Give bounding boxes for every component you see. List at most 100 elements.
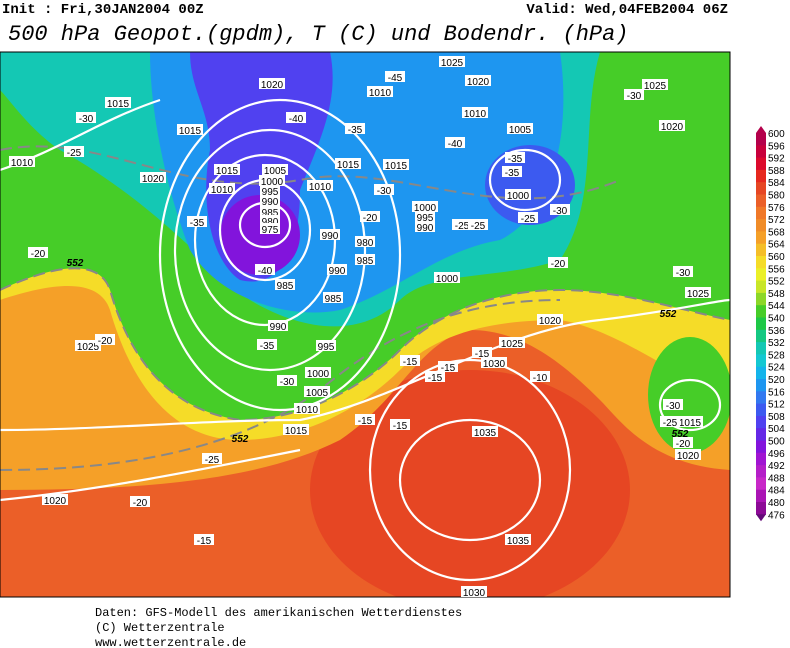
temperature-label: -20 (676, 439, 691, 450)
pressure-label: 1000 (507, 191, 530, 202)
temperature-label: -35 (348, 125, 363, 136)
temperature-label: -30 (627, 91, 642, 102)
temperature-label-box (255, 264, 275, 275)
temperature-label-box (194, 534, 214, 545)
pressure-label: 1015 (385, 161, 408, 172)
pressure-label-box (677, 416, 703, 427)
temperature-label: -35 (260, 341, 275, 352)
temperature-label-box (624, 89, 644, 100)
pressure-label-box (412, 201, 438, 212)
temperature-label-box (445, 137, 465, 148)
colorbar-swatch (756, 292, 766, 306)
colorbar-swatch (756, 133, 766, 146)
colorbar-label: 532 (768, 338, 785, 349)
colorbar-label: 572 (768, 215, 785, 226)
colorbar-label: 508 (768, 412, 785, 423)
pressure-label: 1005 (306, 388, 329, 399)
temperature-label: -30 (553, 206, 568, 217)
init-time: Init : Fri,30JAN2004 00Z (2, 2, 204, 18)
temperature-label: -20 (31, 249, 46, 260)
colorbar-label: 496 (768, 449, 785, 460)
colorbar-swatch (756, 342, 766, 355)
temperature-label-box (385, 71, 405, 82)
temperature-label-box (663, 399, 683, 410)
temperature-label-box (64, 146, 84, 157)
temperature-label-box (95, 334, 115, 345)
pressure-label-box (505, 189, 531, 200)
colorbar-swatch (756, 317, 766, 331)
colorbar-label: 536 (768, 326, 785, 337)
pressure-label: 990 (270, 322, 287, 333)
colorbar-swatch (756, 182, 766, 195)
colorbar-swatch (756, 428, 766, 441)
pressure-label: 1010 (211, 185, 234, 196)
pressure-label-box (355, 236, 375, 247)
pressure-label-box (323, 292, 343, 303)
colorbar-label: 504 (768, 424, 785, 435)
pressure-label: 1020 (539, 316, 562, 327)
temperature-label: -20 (133, 498, 148, 509)
colorbar-label: 520 (768, 375, 785, 386)
pressure-label: 1020 (467, 77, 490, 88)
pressure-label-box (327, 264, 347, 275)
pressure-label: 985 (357, 256, 374, 267)
temperature-label-box (472, 347, 492, 358)
pressure-label: 980 (262, 217, 279, 228)
colorbar-swatch (756, 465, 766, 478)
colorbar-swatch (756, 477, 766, 491)
temperature-label-box (187, 216, 207, 227)
pressure-label: 990 (329, 266, 346, 277)
colorbar-label: 512 (768, 400, 785, 411)
pressure-label: 975 (262, 225, 279, 236)
colorbar-swatch (756, 157, 766, 171)
temperature-label-box (400, 355, 420, 366)
colorbar-label: 564 (768, 240, 785, 251)
pressure-label-box (140, 172, 166, 183)
temperature-label-box (374, 184, 394, 195)
green-blob (648, 337, 730, 453)
temperature-label: -45 (388, 73, 403, 84)
temperature-label: -40 (289, 114, 304, 125)
colorbar-bottom-tip (756, 514, 766, 522)
temperature-label: -30 (280, 377, 295, 388)
pressure-label-box (260, 223, 280, 234)
colorbar-label: 524 (768, 363, 785, 374)
colorbar-swatch (756, 256, 766, 269)
temperature-label-box (277, 375, 297, 386)
temperature-label: -15 (197, 536, 212, 547)
colorbar-swatch (756, 305, 766, 318)
pressure-label: 1005 (509, 125, 532, 136)
colorbar-swatch (756, 194, 766, 208)
map (0, 51, 731, 598)
pressure-label-box (307, 180, 333, 191)
pressure-label: 990 (417, 223, 434, 234)
pressure-label-box (659, 120, 685, 131)
pressure-label-box (316, 340, 336, 351)
temperature-label: -25 (521, 214, 536, 225)
height-label: 552 (232, 434, 249, 445)
temperature-label: -40 (258, 266, 273, 277)
pressure-label-box (685, 287, 711, 298)
colorbar-label: 528 (768, 350, 785, 361)
pressure-label: 1035 (507, 536, 530, 547)
pressure-label: 1010 (309, 182, 332, 193)
colorbar-swatch (756, 391, 766, 405)
colorbar-label: 568 (768, 227, 785, 238)
pressure-label-box (305, 367, 331, 378)
temperature-label: -15 (441, 363, 456, 374)
pressure-label: 1020 (677, 451, 700, 462)
temperature-label: -30 (666, 401, 681, 412)
temperature-label-box (518, 212, 538, 223)
colorbar-label: 596 (768, 141, 785, 152)
pressure-label-box (367, 86, 393, 97)
pressure-label-box (642, 79, 668, 90)
temperature-label: -20 (363, 213, 378, 224)
pressure-label-box (275, 279, 295, 290)
pressure-label-box (499, 337, 525, 348)
pressure-label-box (465, 75, 491, 86)
pressure-label-box (259, 175, 285, 186)
pressure-label: 1010 (11, 158, 34, 169)
temperature-label-box (468, 219, 488, 230)
pressure-label-box (675, 449, 701, 460)
colorbar-label: 540 (768, 314, 785, 325)
